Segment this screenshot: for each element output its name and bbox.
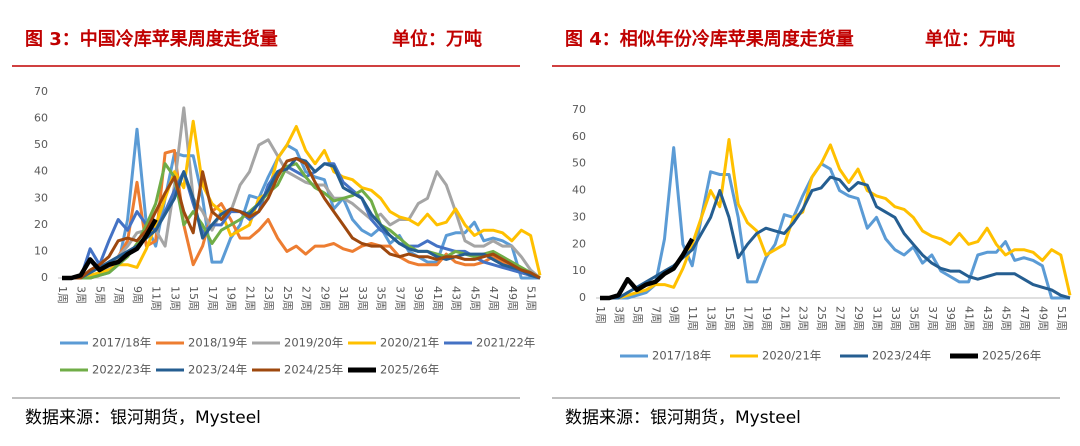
x-tick-label: 11周 (686, 306, 699, 331)
x-tick-label: 9周 (131, 286, 144, 304)
y-tick-label: 30 (34, 191, 48, 204)
x-tick-label: 47周 (487, 286, 500, 311)
x-tick-label: 41周 (963, 306, 976, 331)
x-tick-label: 13周 (168, 286, 181, 311)
x-tick-label: 43周 (981, 306, 994, 331)
x-tick-label: 21周 (243, 286, 256, 311)
legend-label: 2024/25年 (284, 363, 343, 377)
x-tick-label: 25周 (815, 306, 828, 331)
x-tick-label: 45周 (468, 286, 481, 311)
x-tick-label: 27周 (300, 286, 313, 311)
x-tick-label: 19周 (760, 306, 773, 331)
x-tick-label: 31周 (337, 286, 350, 311)
legend-label: 2020/21年 (380, 336, 439, 350)
x-tick-label: 27周 (834, 306, 847, 331)
y-tick-label: 10 (572, 264, 586, 277)
series-line (600, 175, 1071, 300)
legend-label: 2019/20年 (284, 336, 343, 350)
series-line (600, 138, 1072, 300)
x-tick-label: 35周 (375, 286, 388, 311)
x-tick-label: 39周 (944, 306, 957, 331)
source: 数据来源：银河期货，Mysteel (565, 408, 801, 428)
chart-unit: 单位：万吨 (392, 28, 482, 50)
series-line (62, 218, 158, 281)
x-tick-label: 29周 (318, 286, 331, 311)
legend-label: 2025/26年 (982, 349, 1041, 363)
y-tick-label: 40 (34, 165, 48, 178)
y-tick-label: 50 (572, 157, 586, 170)
x-tick-label: 49周 (506, 286, 519, 311)
x-tick-label: 1周 (594, 306, 607, 324)
legend-label: 2025/26年 (380, 363, 439, 377)
x-tick-label: 33周 (889, 306, 902, 331)
x-tick-label: 23周 (797, 306, 810, 331)
chart-title: 图 3：中国冷库苹果周度走货量 (25, 28, 278, 50)
x-tick-label: 45周 (999, 306, 1012, 331)
x-tick-label: 17周 (206, 286, 219, 311)
series-line (600, 146, 1070, 300)
chart-title: 图 4：相似年份冷库苹果周度走货量 (565, 28, 854, 50)
y-tick-label: 60 (34, 112, 48, 125)
y-tick-label: 70 (34, 85, 48, 98)
series-line (62, 156, 541, 280)
x-tick-label: 3周 (612, 306, 625, 324)
x-tick-label: 51周 (525, 286, 538, 311)
x-tick-label: 5周 (93, 286, 106, 304)
series-line (62, 119, 542, 280)
y-tick-label: 40 (572, 184, 586, 197)
x-tick-label: 3周 (75, 286, 88, 304)
y-tick-label: 30 (572, 210, 586, 223)
y-tick-label: 0 (579, 291, 586, 304)
x-tick-label: 49周 (1036, 306, 1049, 331)
legend-label: 2017/18年 (652, 349, 711, 363)
x-tick-label: 9周 (668, 306, 681, 324)
y-tick-label: 20 (34, 218, 48, 231)
legend-label: 2023/24年 (872, 349, 931, 363)
y-tick-label: 50 (34, 138, 48, 151)
y-tick-label: 10 (34, 244, 48, 257)
y-tick-label: 0 (41, 271, 48, 284)
y-tick-label: 20 (572, 237, 586, 250)
x-tick-label: 19周 (225, 286, 238, 311)
legend-label: 2023/24年 (188, 363, 247, 377)
y-tick-label: 60 (572, 130, 586, 143)
x-tick-label: 7周 (649, 306, 662, 324)
x-tick-label: 23周 (262, 286, 275, 311)
x-tick-label: 7周 (112, 286, 125, 304)
x-tick-label: 21周 (778, 306, 791, 331)
x-tick-label: 47周 (1018, 306, 1031, 331)
y-tick-label: 70 (572, 103, 586, 116)
x-tick-label: 37周 (393, 286, 406, 311)
x-tick-label: 1周 (56, 286, 69, 304)
x-tick-label: 43周 (450, 286, 463, 311)
x-tick-label: 15周 (187, 286, 200, 311)
legend-label: 2022/23年 (92, 363, 151, 377)
x-tick-label: 37周 (926, 306, 939, 331)
legend-label: 2017/18年 (92, 336, 151, 350)
series-line (62, 149, 541, 280)
x-tick-label: 35周 (907, 306, 920, 331)
series-line (600, 237, 695, 301)
x-tick-label: 11周 (150, 286, 163, 311)
legend-label: 2020/21年 (762, 349, 821, 363)
x-tick-label: 25周 (281, 286, 294, 311)
legend-label: 2018/19年 (188, 336, 247, 350)
x-tick-label: 33周 (356, 286, 369, 311)
chart-unit: 单位：万吨 (925, 28, 1015, 50)
x-tick-label: 31周 (870, 306, 883, 331)
x-tick-label: 5周 (631, 306, 644, 324)
x-tick-label: 41周 (431, 286, 444, 311)
legend-label: 2021/22年 (476, 336, 535, 350)
x-tick-label: 51周 (1055, 306, 1068, 331)
x-tick-label: 29周 (852, 306, 865, 331)
source: 数据来源：银河期货，Mysteel (25, 408, 261, 428)
x-tick-label: 13周 (705, 306, 718, 331)
x-tick-label: 39周 (412, 286, 425, 311)
x-tick-label: 15周 (723, 306, 736, 331)
x-tick-label: 17周 (741, 306, 754, 331)
